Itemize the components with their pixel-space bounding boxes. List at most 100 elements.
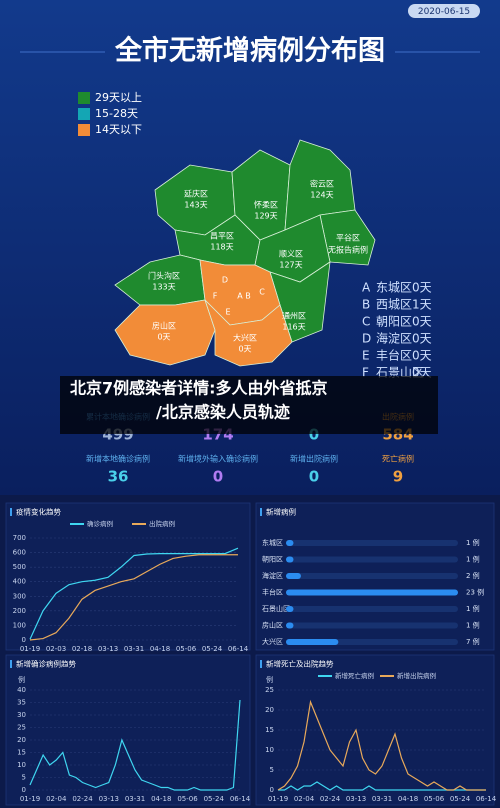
y-tick-label: 25	[265, 686, 274, 694]
bar	[286, 589, 458, 596]
x-tick-label: 02-04	[294, 795, 315, 803]
y-tick-label: 10	[265, 746, 274, 754]
panel-title-mark	[260, 508, 262, 516]
district-days: 无报告病例	[328, 245, 368, 255]
map	[114, 139, 376, 367]
x-tick-label: 03-13	[98, 645, 118, 653]
y-tick-label: 100	[13, 621, 26, 629]
list-days: 1天	[412, 298, 432, 312]
center-mark: F	[213, 292, 218, 301]
district-name: 密云区	[310, 179, 334, 189]
list-key: D	[362, 332, 371, 346]
map-labels: 延庆区 143天 怀柔区 129天 密云区 124天 昌平区 118天 平谷区 …	[148, 179, 368, 354]
series-line	[29, 547, 239, 640]
district-name: 大兴区	[233, 333, 257, 343]
stat-value: 0	[309, 426, 319, 444]
bar-category: 丰台区	[262, 588, 283, 597]
district-name: 昌平区	[210, 232, 234, 241]
bar-value-label: 7 例	[466, 637, 480, 646]
bar-category: 大兴区	[262, 637, 283, 646]
x-tick-label: 03-31	[372, 795, 392, 803]
x-tick-label: 03-13	[346, 795, 366, 803]
x-tick-label: 01-19	[268, 795, 288, 803]
bar	[286, 639, 339, 645]
list-days: 0天	[412, 349, 432, 363]
panel	[5, 502, 251, 651]
y-tick-label: 200	[13, 607, 26, 615]
x-tick-label: 01-19	[20, 795, 40, 803]
legend-label: 29天以上	[95, 91, 142, 104]
x-tick-label: 02-18	[72, 645, 92, 653]
x-tick-label: 01-19	[20, 645, 40, 653]
x-tick-label: 03-31	[124, 645, 144, 653]
series-line	[29, 699, 241, 791]
district-days: 143天	[184, 201, 207, 210]
x-tick-label: 06-14	[228, 645, 249, 653]
x-tick-label: 06-14	[230, 795, 251, 803]
series-line	[29, 554, 238, 641]
x-tick-label: 05-06	[177, 795, 198, 803]
y-unit: 例	[266, 675, 273, 684]
district-name: 延庆区	[184, 189, 208, 199]
y-tick-label: 0	[22, 636, 26, 644]
stat-value: 36	[108, 468, 129, 486]
title: 全市无新增病例分布图	[114, 35, 385, 67]
district-name: 门头沟区	[148, 271, 180, 281]
legend-swatch	[78, 108, 90, 120]
list-key: B	[362, 298, 370, 312]
y-tick-label: 400	[13, 578, 26, 586]
stat-label: 新增境外输入确诊病例	[178, 454, 258, 464]
list-name: 西城区	[376, 298, 412, 312]
bar-track	[286, 556, 458, 563]
panel-title-mark	[10, 660, 12, 668]
district-days: 124天	[310, 191, 333, 200]
bar-category: 朝阳区	[262, 555, 283, 564]
district-days: 133天	[152, 283, 175, 292]
y-tick-label: 0	[270, 786, 274, 794]
legend-label: 出院病例	[149, 519, 175, 528]
y-tick-label: 500	[13, 563, 26, 571]
y-tick-label: 35	[17, 699, 26, 707]
list-key: A	[362, 281, 371, 295]
list-name: 朝阳区	[376, 315, 412, 329]
bar-category: 海淀区	[262, 571, 283, 580]
district-days: 127天	[279, 261, 302, 270]
legend-swatch	[78, 124, 90, 136]
stat-label: 新增出院病例	[290, 454, 338, 464]
legend-label: 新增出院病例	[397, 671, 436, 680]
center-mark: C	[259, 288, 265, 297]
bar-category: 东城区	[262, 538, 283, 547]
stat-value: 9	[393, 468, 403, 486]
bar	[286, 573, 301, 579]
legend-swatch	[78, 92, 90, 104]
y-tick-label: 15	[265, 726, 274, 734]
headline: /北京感染人员轨迹	[156, 403, 290, 422]
legend-label: 确诊病例	[87, 519, 113, 528]
y-unit: 例	[18, 675, 25, 684]
district-name: 怀柔区	[254, 200, 278, 210]
headline: 北京7例感染者详情:多人由外省抵京	[70, 379, 328, 398]
x-tick-label: 06-14	[476, 795, 497, 803]
x-tick-label: 02-04	[46, 795, 67, 803]
x-tick-label: 05-06	[176, 645, 197, 653]
bar-category: 房山区	[262, 621, 283, 630]
y-tick-label: 5	[270, 766, 274, 774]
y-tick-label: 25	[17, 724, 26, 732]
y-tick-label: 20	[17, 736, 26, 744]
y-tick-label: 0	[22, 786, 26, 794]
center-mark: D	[222, 276, 228, 285]
x-tick-label: 04-18	[398, 795, 418, 803]
panel-title-mark	[260, 660, 262, 668]
x-tick-label: 05-06	[424, 795, 445, 803]
legend-label: 14天以下	[95, 123, 142, 136]
list-key: F	[362, 366, 369, 380]
x-tick-label: 02-24	[72, 795, 93, 803]
list-name: 海淀区	[376, 331, 412, 346]
stat-value: 0	[309, 468, 319, 486]
panel-title: 新增死亡及出院趋势	[266, 659, 334, 669]
series-line	[277, 699, 486, 791]
bar-category: 石景山区	[262, 604, 290, 613]
x-tick-label: 03-31	[125, 795, 145, 803]
center-mark: A	[237, 292, 243, 301]
